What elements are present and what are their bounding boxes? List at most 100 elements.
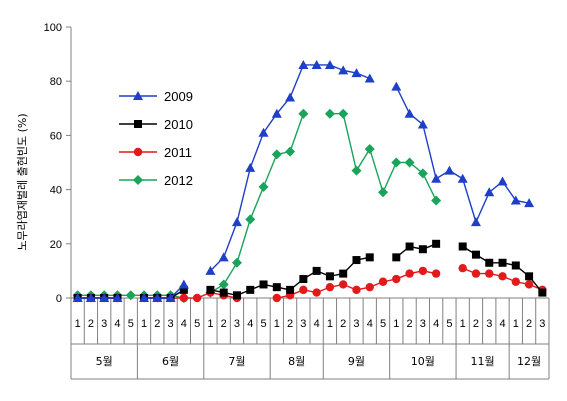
data-point bbox=[112, 293, 123, 302]
x-tick-label: 3 bbox=[486, 318, 492, 330]
data-point bbox=[417, 168, 428, 179]
x-tick-label: 4 bbox=[314, 318, 320, 330]
legend-label: 2009 bbox=[164, 89, 193, 104]
legend: 2009 2010 2011 2012 bbox=[119, 89, 193, 188]
y-tick-label: 80 bbox=[50, 76, 62, 88]
data-point bbox=[431, 195, 442, 206]
data-point bbox=[85, 293, 96, 302]
data-point bbox=[391, 157, 402, 168]
data-point bbox=[298, 59, 309, 69]
data-point bbox=[418, 245, 427, 254]
data-point bbox=[391, 81, 402, 91]
data-point bbox=[165, 293, 176, 302]
data-point bbox=[457, 173, 468, 183]
x-tick-label: 2 bbox=[340, 318, 346, 330]
data-point bbox=[405, 269, 414, 278]
legend-label: 2010 bbox=[164, 117, 193, 132]
data-point bbox=[484, 187, 495, 197]
legend-marker bbox=[133, 147, 143, 157]
y-axis: 0 20 40 60 80 100 bbox=[44, 22, 71, 305]
y-tick-label: 100 bbox=[44, 22, 62, 34]
data-point bbox=[470, 217, 481, 227]
month-label: 5월 bbox=[96, 355, 113, 368]
x-tick-label: 1 bbox=[141, 318, 147, 330]
y-tick-label: 60 bbox=[50, 130, 62, 142]
data-point bbox=[339, 269, 348, 278]
legend-item-2010: 2010 bbox=[119, 117, 193, 132]
data-point bbox=[392, 274, 401, 284]
data-point bbox=[218, 252, 229, 262]
data-point bbox=[285, 92, 296, 102]
data-point bbox=[311, 59, 322, 69]
data-point bbox=[404, 108, 415, 118]
data-point bbox=[271, 108, 282, 118]
data-point bbox=[418, 266, 428, 276]
data-point bbox=[259, 280, 268, 289]
x-tick-label: 2 bbox=[287, 318, 293, 330]
data-point bbox=[246, 285, 255, 294]
data-point bbox=[511, 261, 520, 270]
data-point bbox=[352, 285, 361, 295]
x-tick-label: 5 bbox=[194, 318, 200, 330]
data-point bbox=[231, 257, 242, 268]
series-line bbox=[395, 243, 437, 258]
data-point bbox=[139, 293, 150, 302]
x-tick-label: 2 bbox=[154, 318, 160, 330]
month-label: 7월 bbox=[228, 355, 245, 368]
x-tick-label: 3 bbox=[420, 318, 426, 330]
data-point bbox=[338, 280, 348, 289]
data-point bbox=[218, 279, 229, 290]
x-tick-label: 4 bbox=[367, 318, 373, 330]
month-label: 9월 bbox=[348, 355, 365, 368]
data-point bbox=[125, 290, 136, 301]
data-point bbox=[258, 181, 269, 192]
data-point bbox=[510, 195, 521, 205]
data-point bbox=[431, 269, 441, 278]
y-tick-label: 20 bbox=[50, 239, 62, 251]
data-point bbox=[511, 277, 521, 286]
data-point bbox=[312, 266, 321, 275]
x-tick-label: 4 bbox=[433, 318, 439, 330]
x-tick-label: 5 bbox=[380, 318, 386, 330]
data-point bbox=[538, 288, 547, 297]
legend-label: 2011 bbox=[164, 145, 192, 160]
data-point bbox=[498, 258, 507, 267]
month-label: 10월 bbox=[411, 355, 435, 368]
data-point bbox=[299, 275, 308, 284]
x-tick-label: 4 bbox=[114, 318, 120, 330]
x-axis: 1 2 3 4 5 1 2 3 4 5 1 2 3 4 5 1 2 3 4 1 2 3 4 5 1 2 3 4 5 1 2 3 4 1 2 35월 6월… bbox=[70, 298, 550, 380]
data-point bbox=[245, 162, 256, 172]
x-tick-label: 3 bbox=[234, 318, 240, 330]
series-2012 bbox=[72, 108, 442, 303]
y-tick-label: 40 bbox=[50, 185, 62, 197]
x-tick-label: 4 bbox=[247, 318, 253, 330]
data-point bbox=[525, 272, 534, 281]
x-tick-label: 1 bbox=[393, 318, 399, 330]
data-point bbox=[192, 293, 202, 303]
legend-item-2011: 2011 bbox=[119, 145, 192, 160]
data-point bbox=[524, 280, 534, 289]
data-point bbox=[458, 242, 467, 251]
data-point bbox=[524, 198, 535, 208]
legend-label: 2012 bbox=[164, 173, 193, 188]
x-tick-label: 2 bbox=[221, 318, 227, 330]
data-point bbox=[497, 176, 508, 186]
x-tick-label: 1 bbox=[513, 318, 519, 330]
data-point bbox=[219, 288, 228, 297]
x-tick-label: 1 bbox=[207, 318, 213, 330]
month-label: 12월 bbox=[517, 355, 541, 368]
data-point bbox=[364, 73, 375, 83]
data-point bbox=[178, 279, 189, 289]
x-tick-label: 3 bbox=[353, 318, 359, 330]
x-tick-label: 3 bbox=[300, 318, 306, 330]
x-tick-label: 1 bbox=[274, 318, 280, 330]
data-point bbox=[404, 157, 415, 168]
data-point bbox=[417, 119, 428, 129]
x-tick-label: 1 bbox=[327, 318, 333, 330]
x-tick-label: 5 bbox=[260, 318, 266, 330]
data-point bbox=[471, 250, 480, 259]
data-point bbox=[179, 293, 189, 303]
data-point bbox=[272, 293, 282, 303]
data-point bbox=[458, 263, 467, 273]
y-tick-label: 0 bbox=[56, 293, 62, 305]
